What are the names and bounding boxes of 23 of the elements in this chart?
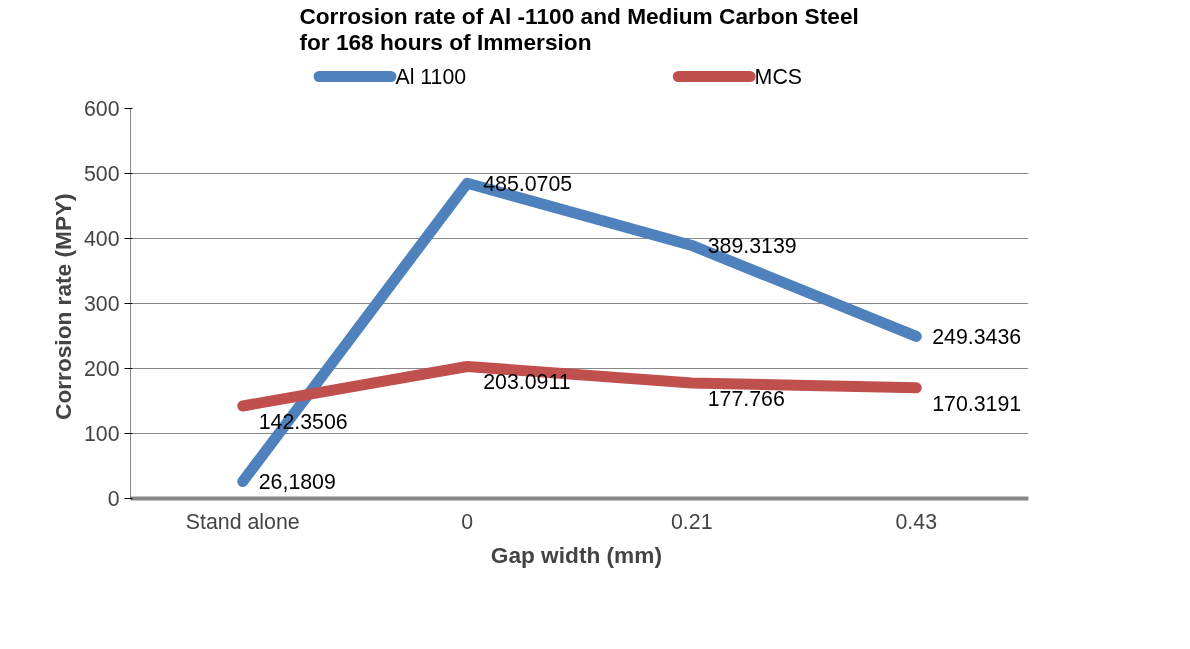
y-axis-title: Corrosion rate (MPY) — [49, 193, 76, 420]
y-tick-label: 400 — [83, 227, 120, 251]
x-tick-label: 0.43 — [895, 509, 938, 534]
data-label: 249.3436 — [932, 324, 1022, 349]
y-tick-label: 500 — [83, 162, 120, 186]
data-label: 26,1809 — [258, 469, 336, 494]
chart-title: Corrosion rate of Al -1100 and Medium Carbon Steel for 168 hours of Immersion — [299, 2, 859, 55]
data-label: 389.3139 — [707, 233, 797, 258]
x-tick-label: Stand alone — [185, 509, 300, 534]
data-label: 177.766 — [707, 386, 785, 411]
x-tick-label: 0 — [461, 509, 474, 534]
y-tick-label: 300 — [83, 292, 120, 316]
y-tick-label: 600 — [83, 97, 120, 121]
legend-label: MCS — [754, 64, 803, 89]
x-tick-label: 0.21 — [670, 509, 713, 534]
legend-label: Al 1100 — [395, 64, 467, 89]
data-label: 203.0911 — [483, 370, 571, 395]
y-tick-label: 100 — [83, 422, 120, 446]
x-axis-title: Gap width (mm) — [490, 541, 662, 568]
y-tick-label: 200 — [83, 357, 120, 381]
y-tick-label: 0 — [107, 487, 120, 511]
data-label: 170.3191 — [932, 391, 1022, 416]
data-label: 485.0705 — [483, 171, 573, 196]
